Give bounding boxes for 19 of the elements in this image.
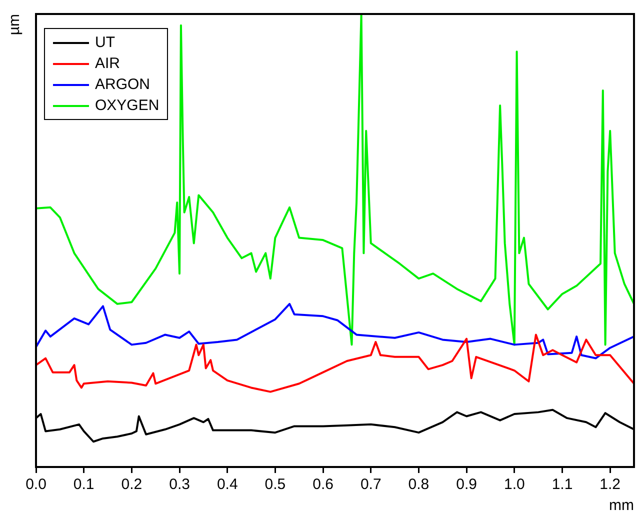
x-tick-label: 0.6	[312, 476, 334, 494]
legend-label: AIR	[95, 55, 120, 72]
legend-label: UT	[95, 34, 115, 51]
legend-label: ARGON	[95, 76, 150, 93]
x-tick-label: 0.9	[456, 476, 477, 494]
legend-label: OXYGEN	[95, 97, 160, 114]
x-tick-label: 1.1	[552, 476, 573, 494]
x-tick-label: 1.2	[600, 476, 621, 494]
x-tick-label: 0.4	[216, 476, 238, 494]
x-tick-label: 0.8	[408, 476, 430, 494]
x-tick-label: 0.0	[26, 476, 46, 494]
x-tick-label: 0.2	[121, 476, 142, 494]
y-axis-title: µm	[6, 14, 24, 36]
x-tick-label: 1.0	[504, 476, 525, 494]
x-tick-label: 0.1	[73, 476, 94, 494]
x-tick-label: 0.3	[169, 476, 190, 494]
x-axis-title: mm	[609, 497, 634, 514]
x-tick-label: 0.5	[264, 476, 286, 494]
x-tick-label: 0.7	[360, 476, 382, 494]
